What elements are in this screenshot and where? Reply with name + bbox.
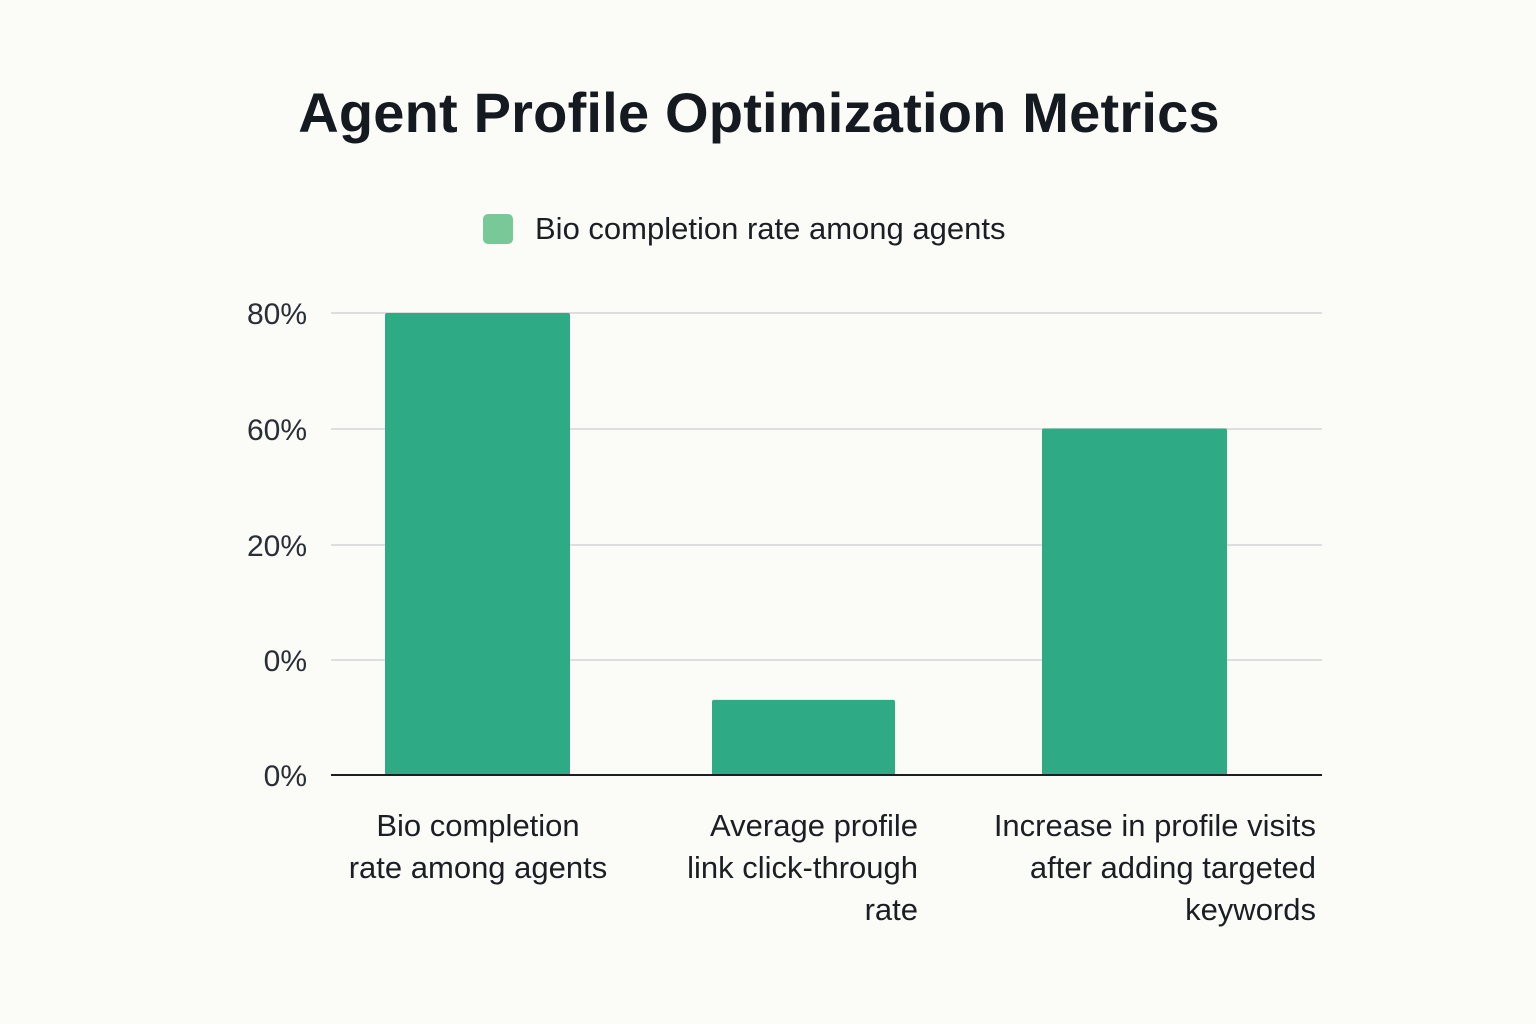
x-category-label: Increase in profile visits after adding t… xyxy=(940,805,1316,931)
x-category-label-line: link click-through xyxy=(687,850,918,885)
x-category-label-line: Bio completion xyxy=(376,808,580,843)
x-category-label-line: rate among agents xyxy=(348,850,608,885)
x-category-label-line: after adding targeted xyxy=(1029,850,1316,885)
legend-swatch xyxy=(483,214,513,244)
x-category-label: Average profile link click-through rate xyxy=(640,805,918,931)
legend-label: Bio completion rate among agents xyxy=(535,211,1006,246)
bar xyxy=(1042,428,1227,775)
chart-title: Agent Profile Optimization Metrics xyxy=(298,81,1220,144)
x-category-label-line: Average profile xyxy=(710,808,918,843)
y-tick-label: 60% xyxy=(247,414,307,447)
y-tick-label: 80% xyxy=(247,298,307,331)
y-tick-label: 20% xyxy=(247,530,307,563)
bar xyxy=(712,699,895,775)
bar xyxy=(385,313,570,775)
x-category-label: Bio completion rate among agents xyxy=(330,805,626,889)
x-category-label-line: Increase in profile visits xyxy=(993,808,1316,843)
y-tick-label: 0% xyxy=(264,645,307,678)
chart-legend: Bio completion rate among agents xyxy=(483,209,1005,249)
x-category-label-line: keywords xyxy=(1185,892,1316,927)
x-category-label-line: rate xyxy=(864,892,918,927)
y-tick-label: 0% xyxy=(264,760,307,793)
